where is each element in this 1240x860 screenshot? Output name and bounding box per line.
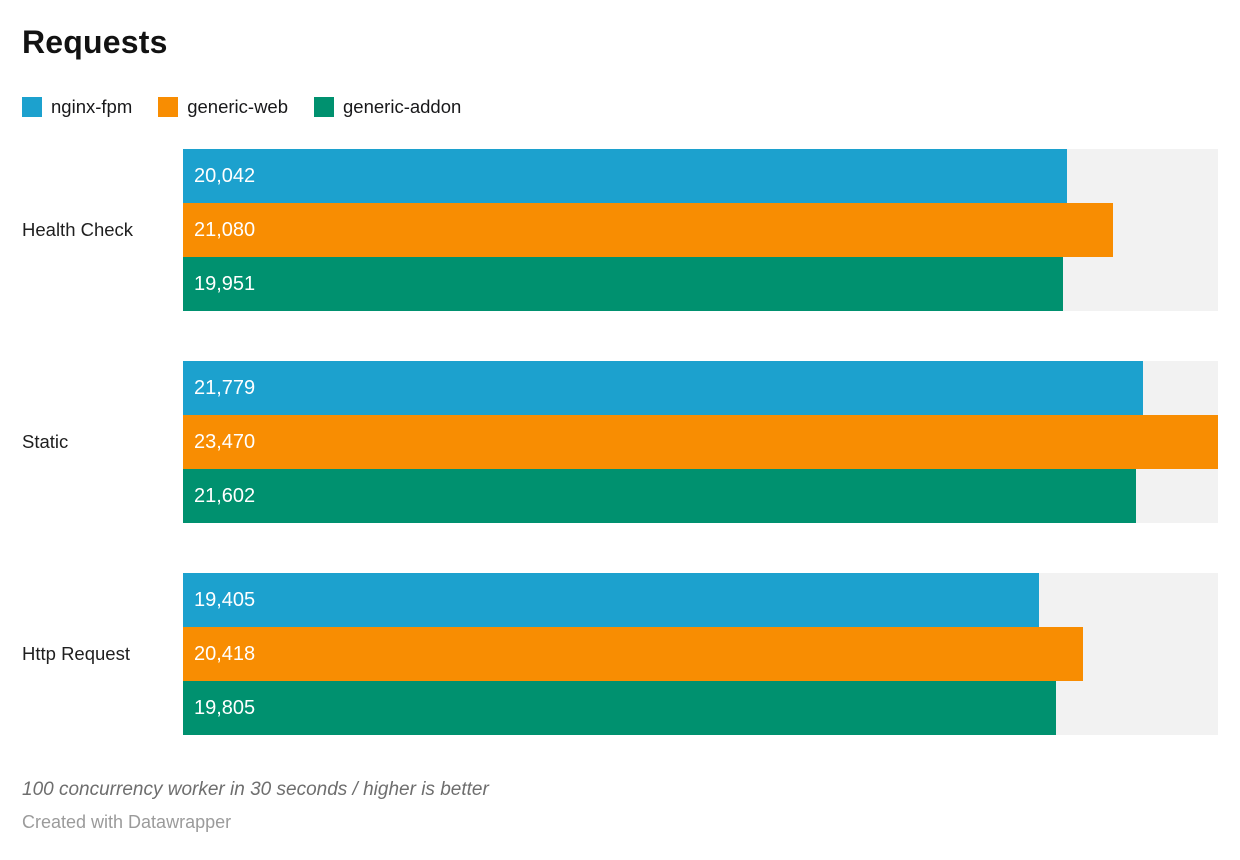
bar-generic-web: 20,418 — [183, 627, 1084, 681]
legend-label: generic-web — [187, 96, 289, 117]
legend-swatch-nginx-fpm — [22, 97, 42, 117]
bar-track: 23,470 — [183, 415, 1218, 469]
datawrapper-credit-link[interactable]: Created with Datawrapper — [22, 812, 232, 832]
value-label: 21,080 — [194, 218, 256, 241]
category-label: Health Check — [22, 219, 134, 240]
bar-group: Health Check 20,042 21,080 19,951 — [22, 149, 1218, 311]
bar-generic-web: 21,080 — [183, 203, 1113, 257]
bar-track: 21,602 — [183, 469, 1218, 523]
value-label: 21,779 — [194, 376, 256, 399]
legend-label: nginx-fpm — [51, 96, 133, 117]
legend-item-nginx-fpm: nginx-fpm — [22, 96, 132, 118]
value-label: 19,405 — [194, 588, 256, 611]
legend-swatch-generic-web — [158, 97, 179, 117]
bar-rows: 21,779 23,470 21,602 — [183, 361, 1218, 523]
legend-item-generic-web: generic-web — [158, 96, 288, 118]
value-label: 23,470 — [194, 430, 256, 453]
legend: nginx-fpm generic-web generic-addon — [22, 96, 1218, 118]
bar-track: 20,042 — [183, 149, 1218, 203]
bar-nginx-fpm: 21,779 — [183, 361, 1144, 415]
bar-generic-addon: 19,951 — [183, 257, 1063, 311]
bar-generic-addon: 19,805 — [183, 681, 1057, 735]
bar-generic-web: 23,470 — [183, 415, 1218, 469]
value-label: 19,951 — [194, 272, 256, 295]
bar-rows: 19,405 20,418 19,805 — [183, 573, 1218, 735]
bar-nginx-fpm: 19,405 — [183, 573, 1039, 627]
category-label: Http Request — [22, 643, 130, 664]
value-label: 20,418 — [194, 642, 256, 665]
legend-swatch-generic-addon — [314, 97, 335, 117]
chart-area: Health Check 20,042 21,080 19,951 Static 21,7… — [22, 149, 1218, 735]
bar-track: 20,418 — [183, 627, 1218, 681]
bar-track: 19,805 — [183, 681, 1218, 735]
legend-label: generic-addon — [343, 96, 462, 117]
category-label: Static — [22, 431, 69, 452]
chart-note: 100 concurrency worker in 30 seconds / h… — [22, 779, 489, 800]
bar-track: 21,080 — [183, 203, 1218, 257]
chart-title: Requests — [22, 24, 168, 60]
bar-track: 21,779 — [183, 361, 1218, 415]
bar-rows: 20,042 21,080 19,951 — [183, 149, 1218, 311]
value-label: 21,602 — [194, 484, 256, 507]
legend-item-generic-addon: generic-addon — [314, 96, 461, 118]
value-label: 20,042 — [194, 164, 256, 187]
bar-nginx-fpm: 20,042 — [183, 149, 1067, 203]
bar-group: Http Request 19,405 20,418 19,805 — [22, 573, 1218, 735]
bar-track: 19,951 — [183, 257, 1218, 311]
bar-generic-addon: 21,602 — [183, 469, 1136, 523]
bar-group: Static 21,779 23,470 21,602 — [22, 361, 1218, 523]
bar-track: 19,405 — [183, 573, 1218, 627]
value-label: 19,805 — [194, 696, 256, 719]
